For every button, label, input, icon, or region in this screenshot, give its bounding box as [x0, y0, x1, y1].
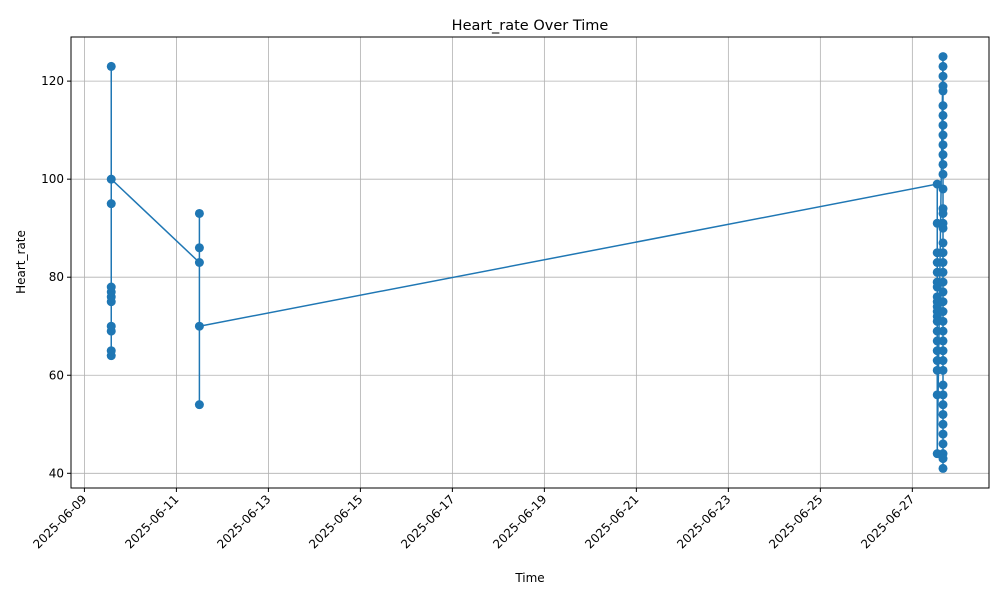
x-tick-label: 2025-06-27	[858, 492, 917, 551]
data-point	[938, 409, 948, 419]
data-point	[938, 238, 948, 248]
data-point	[938, 101, 948, 111]
data-point	[938, 258, 948, 267]
y-tick-label: 120	[41, 74, 64, 88]
data-point	[938, 169, 948, 179]
data-point	[938, 208, 948, 218]
data-point	[938, 326, 948, 336]
data-line	[110, 56, 944, 469]
data-point	[938, 223, 948, 233]
data-point	[938, 267, 948, 277]
data-point	[106, 174, 116, 184]
data-point	[938, 61, 948, 71]
data-point	[938, 365, 948, 375]
x-tick-label: 2025-06-09	[30, 492, 89, 551]
data-point	[938, 71, 948, 81]
data-point	[938, 248, 948, 258]
data-point	[106, 61, 116, 71]
data-point	[106, 282, 116, 292]
data-point	[938, 400, 948, 410]
data-point	[938, 390, 948, 400]
x-tick-label: 2025-06-15	[306, 492, 365, 551]
y-tick-label: 100	[41, 172, 64, 186]
data-point	[938, 454, 948, 464]
data-point	[938, 429, 948, 439]
data-point	[938, 52, 948, 62]
data-point	[938, 86, 948, 96]
data-point	[938, 130, 948, 140]
data-point	[106, 199, 116, 209]
x-tick-label: 2025-06-21	[582, 492, 641, 551]
data-point	[938, 120, 948, 130]
data-point	[938, 110, 948, 120]
x-tick-label: 2025-06-23	[674, 492, 733, 551]
data-point	[938, 297, 948, 307]
data-point	[106, 346, 116, 356]
plot-frame	[70, 36, 990, 489]
y-tick-label: 60	[49, 368, 64, 382]
x-axis-label: Time	[514, 571, 544, 585]
data-point	[194, 258, 204, 267]
x-tick-label: 2025-06-25	[766, 492, 825, 551]
data-point	[938, 316, 948, 326]
y-tick-label: 40	[49, 466, 64, 480]
y-axis-label: Heart_rate	[14, 230, 28, 294]
data-point	[194, 321, 204, 331]
data-point	[194, 208, 204, 218]
chart-title: Heart_rate Over Time	[452, 18, 609, 34]
data-point	[194, 243, 204, 253]
x-tick-label: 2025-06-17	[398, 492, 457, 551]
data-point	[106, 321, 116, 331]
data-point	[938, 287, 948, 297]
data-point	[938, 184, 948, 194]
x-tick-label: 2025-06-11	[122, 492, 181, 551]
data-point	[938, 277, 948, 287]
y-tick-label: 80	[49, 270, 64, 284]
data-point	[938, 419, 948, 429]
data-point	[938, 336, 948, 346]
data-point	[938, 140, 948, 150]
data-point	[938, 463, 948, 473]
x-tick-label: 2025-06-13	[214, 492, 273, 551]
data-point	[938, 356, 948, 366]
data-point	[938, 150, 948, 160]
data-point	[938, 439, 948, 449]
data-point	[938, 159, 948, 169]
x-tick-label: 2025-06-19	[490, 492, 549, 551]
data-point	[938, 346, 948, 356]
data-point	[938, 307, 948, 317]
data-point	[194, 400, 204, 410]
data-point	[938, 380, 948, 390]
